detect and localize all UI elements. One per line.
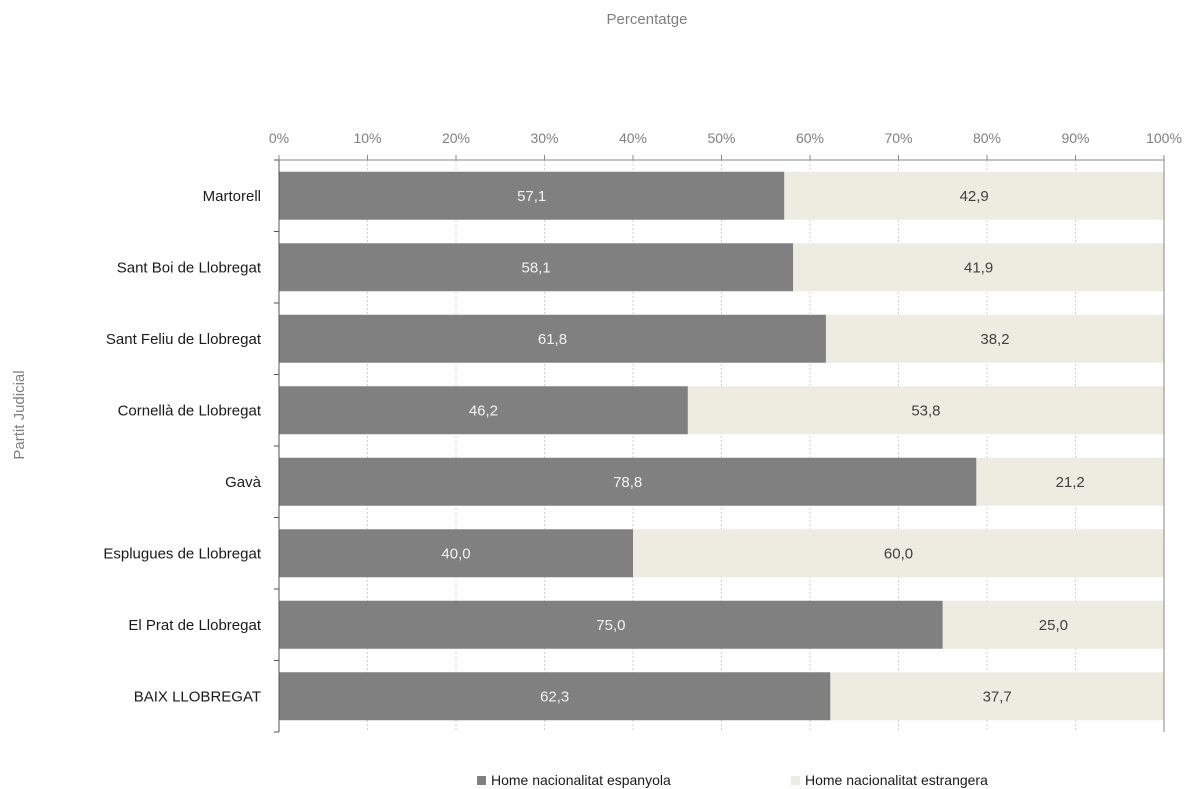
data-label: 41,9 [964, 259, 993, 276]
x-axis-ticks: 0% 10% 20% 30% 40% 50% 60% 70% 80% 90% 100% [269, 130, 1182, 160]
category-label: Esplugues de Llobregat [103, 545, 261, 562]
bar-segment [279, 600, 943, 649]
bar-segment [976, 457, 1164, 506]
x-tick-label: 0% [269, 130, 289, 146]
bar-segment [633, 529, 1164, 578]
bar-segment [830, 672, 1164, 721]
bar-segment [279, 529, 633, 578]
x-tick-label: 100% [1146, 130, 1182, 146]
data-label: 25,0 [1039, 617, 1068, 634]
bar-segment [942, 600, 1164, 649]
data-label: 46,2 [469, 402, 498, 419]
category-label: Cornellà de Llobregat [118, 402, 262, 419]
category-label: Martorell [203, 188, 261, 205]
x-tick-label: 40% [619, 130, 647, 146]
category-label: El Prat de Llobregat [128, 617, 261, 634]
data-label: 21,2 [1056, 474, 1085, 491]
x-tick-label: 50% [707, 130, 735, 146]
bar-segment [279, 386, 688, 435]
x-tick-label: 20% [442, 130, 470, 146]
bar-segment [793, 243, 1164, 292]
x-tick-label: 60% [796, 130, 824, 146]
bar-segment [279, 171, 785, 220]
data-label: 38,2 [980, 331, 1009, 348]
category-label: BAIX LLOBREGAT [134, 688, 261, 705]
x-tick-label: 70% [884, 130, 912, 146]
y-axis-title: Partit Judicial [11, 370, 28, 459]
data-label: 62,3 [540, 688, 569, 705]
bar-segment [279, 672, 831, 721]
x-tick-label: 80% [973, 130, 1001, 146]
x-tick-label: 10% [353, 130, 381, 146]
legend-swatch [791, 776, 800, 785]
data-label: 61,8 [538, 331, 567, 348]
category-label: Sant Boi de Llobregat [117, 259, 262, 276]
legend-swatch [477, 776, 486, 785]
data-label: 57,1 [517, 188, 546, 205]
data-label: 78,8 [613, 474, 642, 491]
legend-label: Home nacionalitat estrangera [805, 772, 988, 788]
x-axis-title: Percentatge [607, 11, 688, 28]
category-labels: Martorell Sant Boi de Llobregat Sant Feliu… [103, 188, 261, 706]
data-label: 58,1 [521, 259, 550, 276]
x-tick-label: 30% [530, 130, 558, 146]
axes [274, 159, 1165, 733]
x-tick-label: 90% [1061, 130, 1089, 146]
bars: 57,1 42,9 58,1 41,9 61,8 38,2 46,2 53,8 78,8 21,2… [279, 171, 1164, 721]
bar-segment [825, 314, 1164, 363]
category-label: Gavà [225, 474, 262, 491]
bar-segment [279, 243, 794, 292]
data-label: 60,0 [884, 545, 913, 562]
data-label: 53,8 [911, 402, 940, 419]
data-label: 37,7 [983, 688, 1012, 705]
data-label: 40,0 [441, 545, 470, 562]
category-label: Sant Feliu de Llobregat [106, 331, 262, 348]
legend-label: Home nacionalitat espanyola [491, 772, 671, 788]
legend: Home nacionalitat espanyola Home nacional… [477, 772, 988, 788]
data-label: 42,9 [960, 188, 989, 205]
bar-segment [279, 457, 977, 506]
bar-segment [687, 386, 1164, 435]
bar-segment [279, 314, 826, 363]
data-label: 75,0 [596, 617, 625, 634]
bar-segment [784, 171, 1164, 220]
